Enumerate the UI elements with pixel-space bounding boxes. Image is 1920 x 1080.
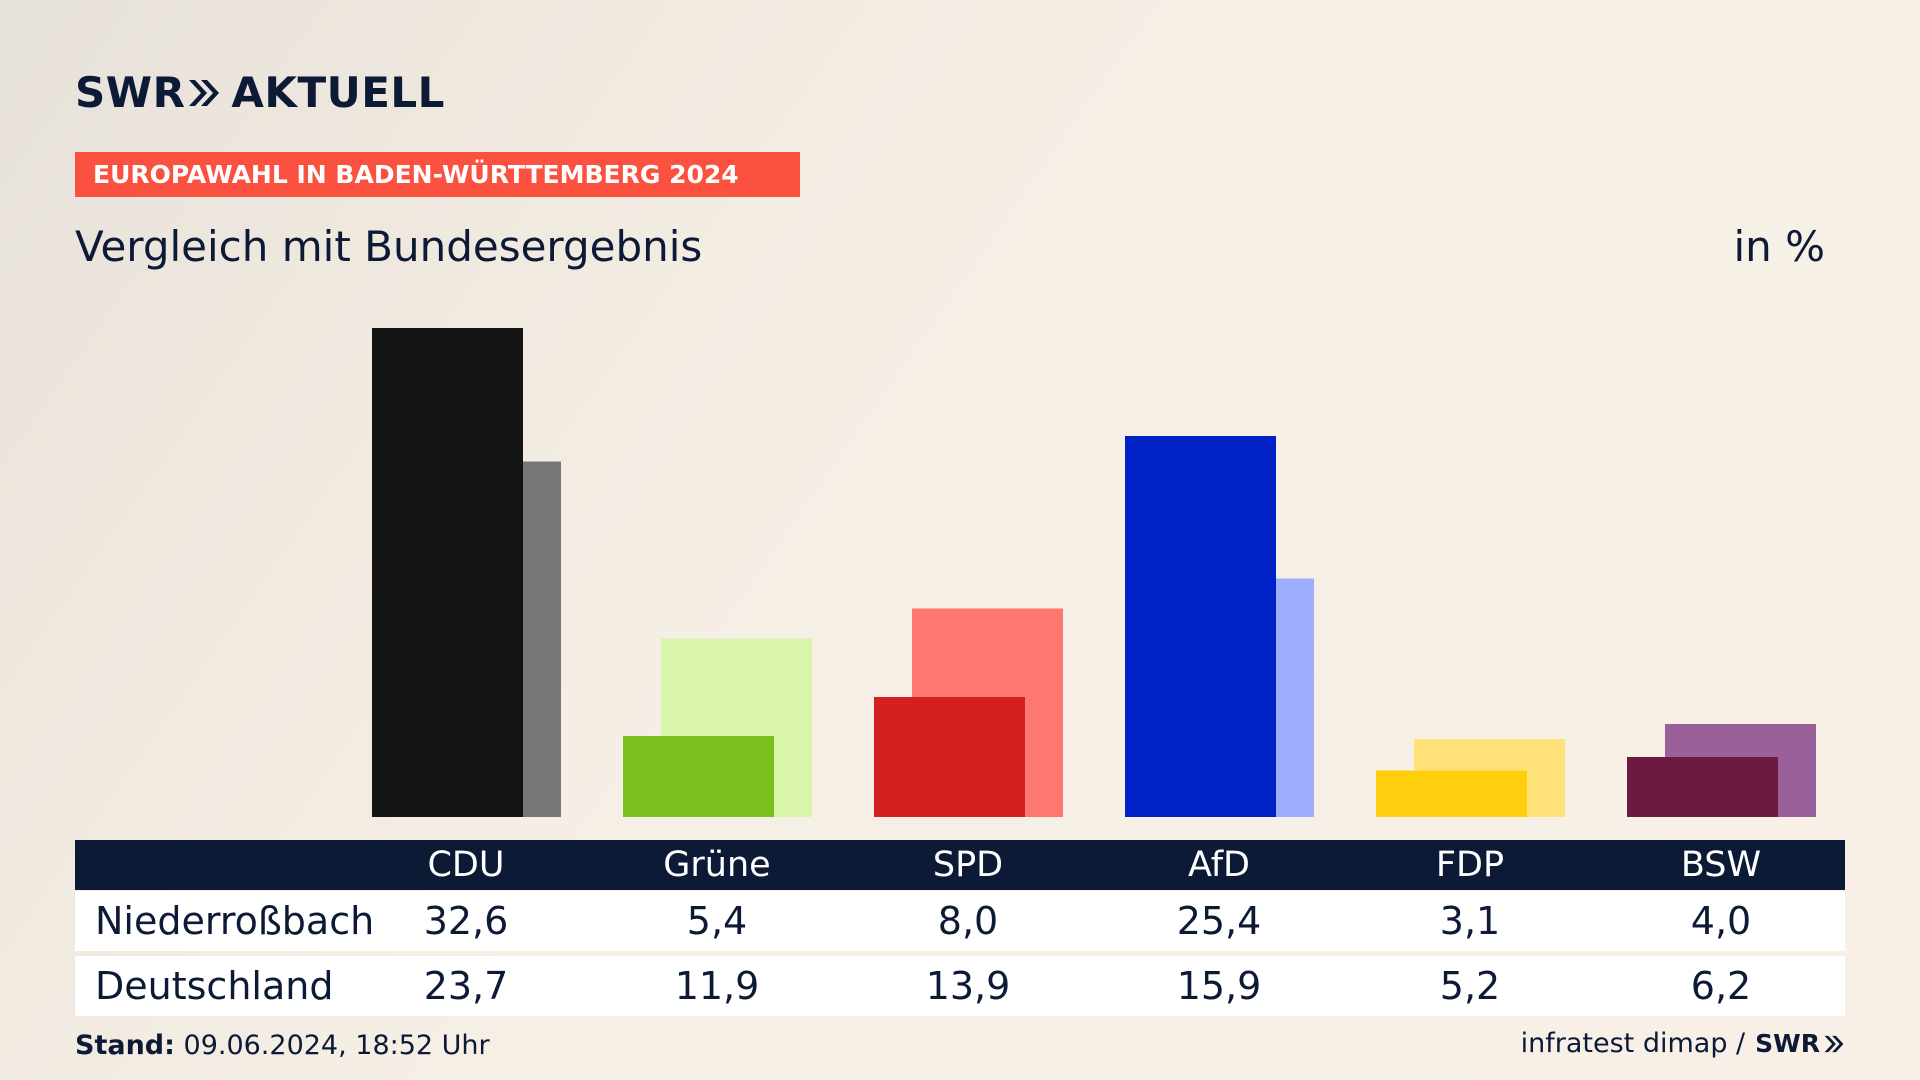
logo-aktuell-text: AKTUELL xyxy=(231,68,445,117)
table-header: CDU Grüne SPD AfD FDP BSW xyxy=(75,840,1845,890)
bar-local-cdu xyxy=(372,328,523,817)
value-local-bsw: 4,0 xyxy=(1690,899,1752,943)
category-label-spd: SPD xyxy=(932,845,1004,885)
value-local-grne: 5,4 xyxy=(686,899,748,943)
election-badge: EUROPAWAHL IN BADEN-WÜRTTEMBERG 2024 xyxy=(75,152,800,197)
mini-chevron-icon xyxy=(1824,1035,1844,1052)
category-label-fdp: FDP xyxy=(1435,845,1505,885)
value-local-afd: 25,4 xyxy=(1176,899,1262,943)
value-national-cdu: 23,7 xyxy=(423,964,509,1008)
bar-chart xyxy=(372,328,1816,817)
timestamp: Stand: 09.06.2024, 18:52 Uhr xyxy=(75,1030,490,1061)
stand-label: Stand: xyxy=(75,1030,175,1061)
unit-label: in % xyxy=(1733,222,1825,271)
bar-local-spd xyxy=(874,697,1025,817)
bar-local-fdp xyxy=(1376,770,1527,817)
category-label-afd: AfD xyxy=(1188,845,1250,885)
logo-swr-text: SWR xyxy=(75,68,186,117)
value-national-fdp: 5,2 xyxy=(1439,964,1501,1008)
source-credit: infratest dimap / SWR xyxy=(1521,1028,1845,1059)
row-label-national: Deutschland xyxy=(95,964,334,1008)
table-row-national: Deutschland 23,7 11,9 13,9 15,9 5,2 6,2 xyxy=(75,956,1845,1016)
value-local-spd: 8,0 xyxy=(937,899,999,943)
value-national-afd: 15,9 xyxy=(1176,964,1262,1008)
chart-subtitle: Vergleich mit Bundesergebnis xyxy=(75,222,703,271)
swr-mini-logo-text: SWR xyxy=(1755,1029,1820,1058)
value-local-cdu: 32,6 xyxy=(423,899,509,943)
table-row-local: Niederroßbach 32,6 5,4 8,0 25,4 3,1 4,0 xyxy=(75,891,1845,951)
category-label-cdu: CDU xyxy=(427,845,505,885)
stand-value: 09.06.2024, 18:52 Uhr xyxy=(183,1030,490,1061)
swr-mini-logo: SWR xyxy=(1755,1029,1845,1058)
swr-aktuell-logo: SWR AKTUELL xyxy=(75,68,445,117)
category-label-grne: Grüne xyxy=(663,845,771,885)
value-national-bsw: 6,2 xyxy=(1690,964,1752,1008)
category-label-bsw: BSW xyxy=(1680,845,1762,885)
bar-local-bsw xyxy=(1627,757,1778,817)
row-label-local: Niederroßbach xyxy=(95,899,375,943)
value-national-spd: 13,9 xyxy=(925,964,1011,1008)
value-local-fdp: 3,1 xyxy=(1439,899,1501,943)
bar-local-grne xyxy=(623,736,774,817)
source-text: infratest dimap / xyxy=(1520,1028,1746,1059)
value-national-grne: 11,9 xyxy=(674,964,760,1008)
bar-local-afd xyxy=(1125,436,1276,817)
double-chevron-icon xyxy=(187,77,221,109)
